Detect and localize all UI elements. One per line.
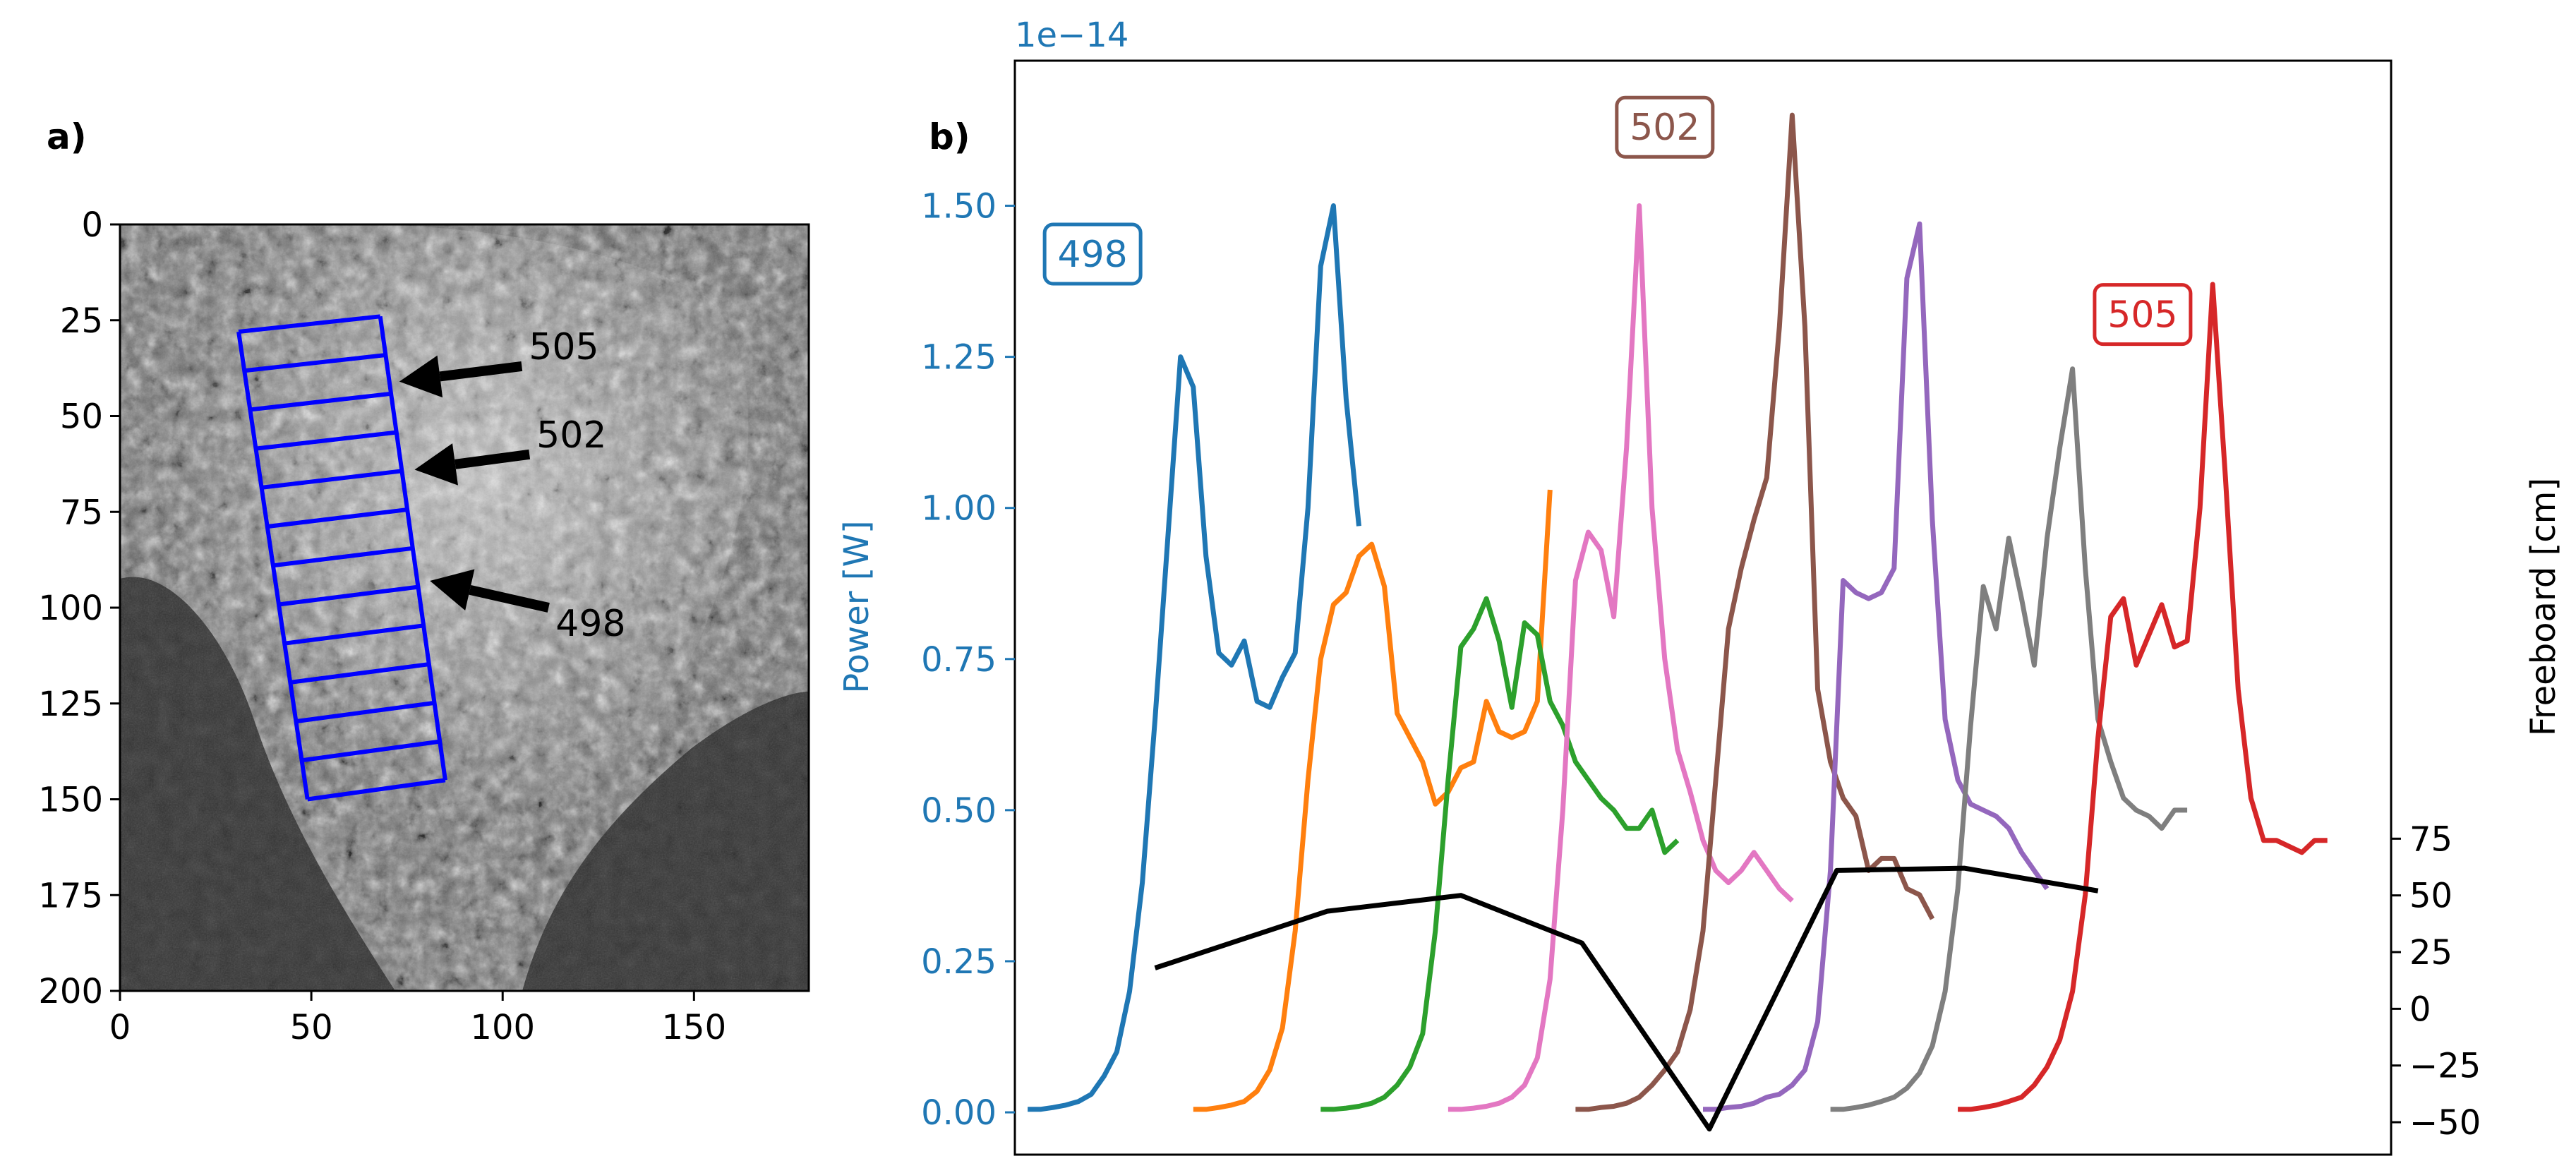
y-tick-label: 50 [60,397,103,437]
right-tick-label: −50 [2409,1103,2481,1143]
boxed-label-498: 498 [1058,234,1128,276]
footprint-right-edge [378,315,447,781]
x-tick-label: 50 [290,1008,333,1047]
waveform-gray [1830,366,2188,1112]
footprint-row-line [255,430,397,451]
y-tick-label: 75 [60,493,103,532]
right-tick-label: 0 [2409,989,2431,1029]
x-tick-label: 150 [662,1008,727,1047]
panel-label-a: a) [47,116,87,157]
boxed-label-505: 505 [2107,294,2177,337]
annotation-arrow-head [399,355,443,398]
x-tick-label: 0 [109,1008,131,1047]
left-tick-label: 0.00 [921,1093,997,1133]
boxed-label-505-frame [2093,283,2193,347]
footprint-row-line [296,700,435,724]
right-tick-label: 75 [2409,819,2452,859]
left-axis-label: Power [W] [837,520,877,693]
footprint-row-line [261,469,402,490]
panel-b-waveform-plot: 498 502 505 0.00 0.25 0.50 0.75 1.00 1.25 1.50 −5… [837,16,2563,1156]
y-tick-label: 100 [38,589,103,628]
annotation-arrow-shaft [455,449,531,469]
boxed-label-502: 502 [1630,107,1699,149]
footprint-row-line [307,778,446,802]
annotation-arrow-shaft [439,361,523,382]
right-tick-label: 25 [2409,933,2452,973]
y-tick-label: 125 [38,685,103,724]
panel-a-image-plot: 505 502 498 0 50 100 150 0 25 50 75 100 125 150 175 20… [38,205,810,1047]
annotation-label: 505 [529,326,598,368]
annotation-label: 498 [555,603,625,645]
x-tick-label: 100 [470,1008,535,1047]
left-tick-label: 1.25 [921,338,997,378]
left-tick-label: 0.25 [921,942,997,982]
left-tick-label: 1.50 [921,187,997,227]
waveform-red [1958,282,2328,1112]
footprint-row-line [284,623,424,646]
footprint-row-line [250,391,392,412]
boxed-label-502-frame [1615,95,1715,159]
waveform-pink [1448,203,1794,1112]
y-tick-label: 150 [38,781,103,820]
left-tick-label: 0.75 [921,640,997,680]
right-axis-label: Freeboard [cm] [2524,478,2563,736]
footprint-row-line [289,662,430,685]
y-tick-label: 25 [60,301,103,341]
waveform-brown [1575,112,1935,1112]
boxed-label-498-frame [1042,222,1143,286]
footprint-row-line [267,507,408,529]
annotation-label: 502 [536,414,606,457]
right-tick-label: 50 [2409,877,2452,916]
waveform-purple [1703,221,2050,1112]
footprint-row-line [243,353,386,373]
annotation-arrow-shaft [469,584,550,613]
footprint-left-edge [236,331,310,800]
waveform-orange [1193,489,1553,1112]
footprint-row-line [278,584,419,607]
plot-area [1013,59,2393,1156]
left-tick-label: 1.00 [921,489,997,529]
left-tick-label: 0.50 [921,791,997,831]
y-tick-label: 200 [38,972,103,1011]
y-tick-label: 0 [81,205,103,245]
waveform-blue [1028,203,1361,1112]
footprint-grid [236,314,447,802]
freeboard-line [1154,865,2099,1132]
y-tick-label: 175 [38,876,103,915]
footprint-row-line [272,546,414,568]
annotation-arrow-head [414,443,458,486]
waveform-green [1320,596,1680,1112]
annotation-arrow-head [430,569,475,611]
right-tick-label: −25 [2409,1047,2481,1086]
panel-label-b: b) [929,116,970,157]
footprint-row-line [238,314,381,335]
footprint-row-line [301,739,440,763]
offset-text: 1e−14 [1015,16,1128,55]
